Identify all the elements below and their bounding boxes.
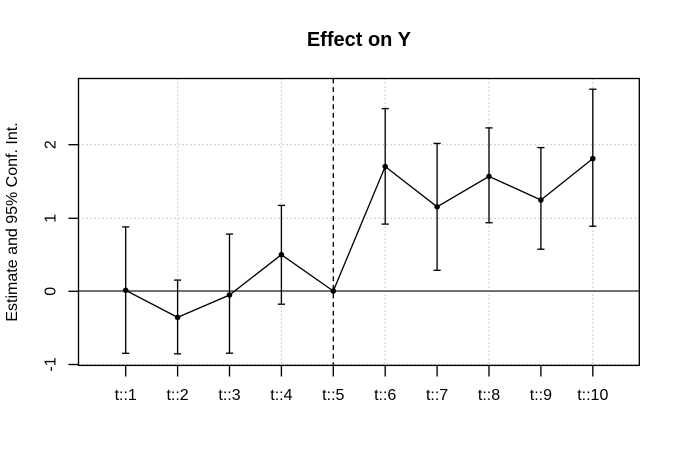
svg-text:t::4: t::4 [270, 387, 292, 404]
svg-text:t::2: t::2 [166, 387, 188, 404]
svg-text:t::9: t::9 [530, 387, 552, 404]
svg-text:t::6: t::6 [374, 387, 396, 404]
svg-text:0: 0 [43, 287, 60, 296]
svg-text:Effect on Y: Effect on Y [307, 29, 412, 51]
svg-text:2: 2 [43, 140, 60, 149]
svg-text:t::5: t::5 [322, 387, 344, 404]
svg-text:t::10: t::10 [577, 387, 608, 404]
svg-text:1: 1 [43, 214, 60, 223]
svg-text:t::1: t::1 [115, 387, 137, 404]
svg-text:-1: -1 [43, 357, 60, 371]
svg-text:t::7: t::7 [426, 387, 448, 404]
svg-text:t::3: t::3 [218, 387, 240, 404]
svg-text:Estimate and 95% Conf. Int.: Estimate and 95% Conf. Int. [4, 122, 21, 321]
svg-text:t::8: t::8 [478, 387, 500, 404]
